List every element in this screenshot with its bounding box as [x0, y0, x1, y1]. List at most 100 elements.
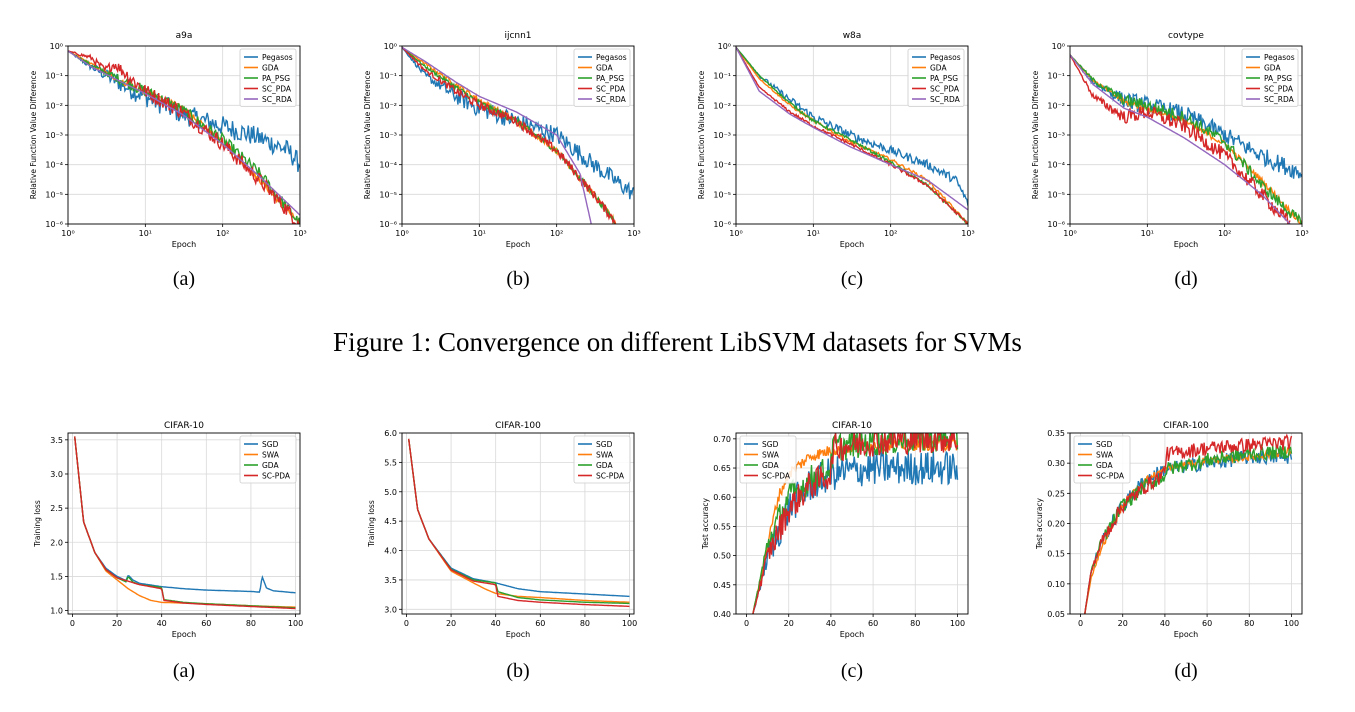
legend-label: GDA	[596, 461, 613, 470]
y-tick-label: 0.65	[713, 464, 731, 473]
axes-frame	[67, 432, 301, 615]
y-tick-label: 5.5	[384, 458, 397, 467]
x-tick-label: 20	[446, 619, 456, 628]
y-tick-label: 5.0	[384, 488, 397, 497]
legend-label: SWA	[262, 451, 280, 460]
x-tick-label: 80	[580, 619, 590, 628]
x-tick-label: 100	[1284, 619, 1299, 628]
legend-label: PA_PSG	[262, 74, 290, 83]
y-tick-label: 10⁰	[1052, 42, 1065, 51]
y-tick-label: 2.0	[50, 538, 63, 547]
legend-label: PA_PSG	[930, 74, 958, 83]
x-tick-label: 100	[288, 619, 303, 628]
y-axis-label: Test accuracy	[1035, 497, 1044, 550]
x-axis-label: Epoch	[1174, 630, 1199, 639]
legend-label: SGD	[1096, 440, 1113, 449]
y-tick-label: 3.0	[384, 605, 397, 614]
chart-title: w8a	[843, 31, 862, 41]
y-tick-label: 10⁻¹	[379, 72, 397, 81]
y-tick-label: 10⁻²	[713, 101, 731, 110]
chart-panel: 10⁰ 10¹ 10² 10³ 10⁰ 10⁻¹ 10⁻² 10⁻³ 10⁻⁴ 10⁻⁵ 10⁻⁶ a…	[29, 31, 307, 290]
subfigure-label: (d)	[1174, 660, 1197, 682]
legend-label: SC_RDA	[596, 95, 627, 104]
legend-label: GDA	[762, 461, 779, 470]
chart-title: covtype	[1168, 31, 1204, 41]
legend-label: Pegasos	[596, 53, 627, 62]
y-tick-label: 10⁻⁶	[1047, 220, 1065, 229]
legend-label: PA_PSG	[1264, 74, 1292, 83]
y-tick-label: 10⁻³	[45, 131, 63, 140]
legend-box	[573, 48, 631, 107]
subfigure-label: (d)	[1174, 268, 1197, 290]
subfigure-label: (a)	[173, 660, 195, 682]
figure-caption: Figure 1: Convergence on different LibSV…	[333, 327, 1022, 357]
legend-box	[239, 48, 297, 107]
y-tick-label: 0.20	[1047, 520, 1065, 529]
x-tick-label: 60	[1202, 619, 1212, 628]
y-tick-label: 0.50	[713, 552, 731, 561]
x-tick-label: 10²	[884, 229, 897, 238]
x-tick-label: 40	[157, 619, 167, 628]
y-tick-label: 0.35	[1047, 429, 1065, 438]
y-tick-label: 3.5	[50, 436, 63, 445]
x-tick-label: 10⁰	[729, 229, 742, 238]
x-tick-label: 20	[1118, 619, 1128, 628]
legend-label: SGD	[762, 440, 779, 449]
legend-label: SC_PDA	[1264, 85, 1294, 94]
y-tick-label: 0.30	[1047, 459, 1065, 468]
y-axis-label: Test accuracy	[701, 497, 710, 550]
y-tick-label: 0.15	[1047, 550, 1065, 559]
series-line	[1070, 54, 1291, 224]
series-line	[68, 50, 300, 216]
legend-label: GDA	[262, 64, 279, 73]
x-axis-label: Epoch	[840, 630, 865, 639]
x-tick-label: 10²	[216, 229, 229, 238]
x-tick-label: 20	[112, 619, 122, 628]
legend-label: SC-PDA	[762, 472, 791, 481]
x-tick-label: 10¹	[1141, 229, 1154, 238]
legend-label: SC_PDA	[596, 85, 626, 94]
y-tick-label: 0.25	[1047, 489, 1065, 498]
legend-box	[239, 435, 297, 484]
legend-label: SC-PDA	[596, 472, 625, 481]
chart-panel: 10⁰ 10¹ 10² 10³ 10⁰ 10⁻¹ 10⁻² 10⁻³ 10⁻⁴ 10⁻⁵ 10⁻⁶ i…	[363, 31, 641, 290]
x-tick-label: 80	[1244, 619, 1254, 628]
x-tick-label: 10⁰	[395, 229, 408, 238]
x-axis-label: Epoch	[1174, 240, 1199, 249]
legend-label: SC_RDA	[262, 95, 293, 104]
legend-label: Pegasos	[1264, 53, 1295, 62]
x-tick-label: 10³	[1295, 229, 1308, 238]
y-axis-label: Relative Function Value Difference	[1031, 70, 1040, 199]
x-tick-label: 0	[404, 619, 409, 628]
legend-label: SWA	[596, 451, 614, 460]
x-tick-label: 60	[868, 619, 878, 628]
y-tick-label: 10⁻¹	[713, 72, 731, 81]
x-tick-label: 0	[70, 619, 75, 628]
series-line	[752, 433, 959, 614]
series-line	[74, 436, 296, 594]
chart-title: a9a	[176, 31, 193, 41]
chart-title: CIFAR-10	[832, 421, 872, 431]
y-tick-label: 10⁻²	[379, 101, 397, 110]
subfigure-label: (b)	[506, 268, 529, 290]
legend-label: PA_PSG	[596, 74, 624, 83]
legend-box	[573, 435, 631, 484]
y-tick-label: 10⁻⁴	[379, 161, 397, 170]
axes-frame	[735, 432, 969, 615]
series-line	[74, 436, 296, 610]
y-tick-label: 0.60	[713, 493, 731, 502]
y-tick-label: 10⁻³	[379, 131, 397, 140]
chart-title: ijcnn1	[504, 31, 531, 41]
y-tick-label: 3.5	[384, 576, 397, 585]
y-tick-label: 0.40	[713, 610, 731, 619]
y-tick-label: 10⁻¹	[45, 72, 63, 81]
x-tick-label: 10³	[627, 229, 640, 238]
y-tick-label: 0.55	[713, 522, 731, 531]
x-tick-label: 10²	[550, 229, 563, 238]
chart-panel: 10⁰ 10¹ 10² 10³ 10⁰ 10⁻¹ 10⁻² 10⁻³ 10⁻⁴ 10⁻⁵ 10⁻⁶ w…	[697, 31, 975, 290]
